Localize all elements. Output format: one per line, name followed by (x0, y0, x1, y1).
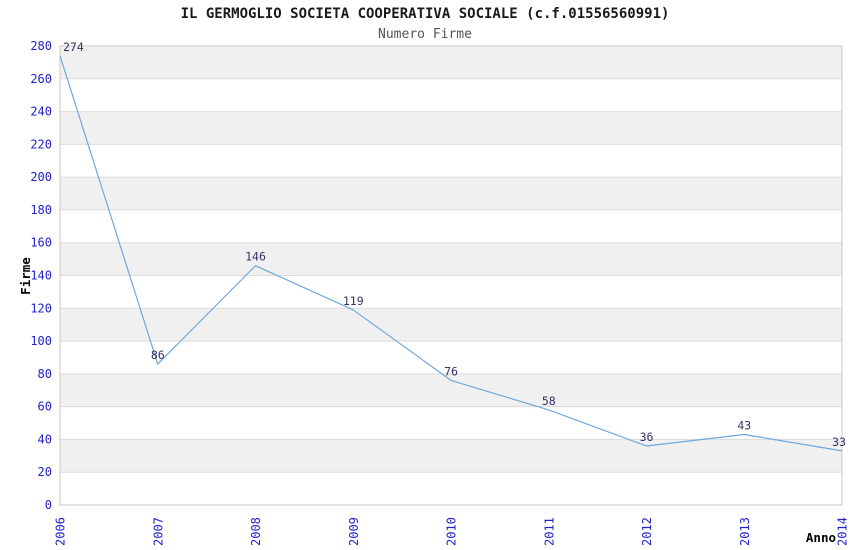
y-tick-label: 40 (38, 432, 52, 446)
chart-title: IL GERMOGLIO SOCIETA COOPERATIVA SOCIALE… (180, 6, 670, 22)
data-point-label: 33 (832, 435, 846, 449)
plot-band (60, 439, 842, 473)
x-tick-label: 2012 (640, 517, 654, 546)
y-tick-label: 140 (30, 269, 52, 283)
plot-band (60, 373, 842, 407)
chart-subtitle: Numero Firme (378, 27, 472, 42)
plot-band (60, 111, 842, 145)
data-point-label: 274 (63, 40, 84, 54)
plot-band (60, 308, 842, 342)
y-tick-label: 80 (38, 367, 52, 381)
y-tick-label: 0 (45, 498, 52, 512)
x-tick-label: 2008 (249, 517, 263, 546)
x-tick-label: 2010 (445, 517, 459, 546)
data-point-label: 146 (245, 250, 266, 264)
y-tick-label: 260 (30, 72, 52, 86)
data-point-label: 86 (151, 348, 165, 362)
data-point-label: 43 (737, 419, 751, 433)
y-tick-label: 60 (38, 400, 52, 414)
x-tick-label: 2014 (836, 517, 850, 546)
y-tick-label: 220 (30, 137, 52, 151)
plot-band (60, 177, 842, 210)
plot-band (60, 46, 842, 79)
data-point-label: 36 (640, 430, 654, 444)
y-tick-label: 20 (38, 465, 52, 479)
x-tick-label: 2006 (54, 517, 68, 546)
y-tick-label: 200 (30, 170, 52, 184)
y-tick-label: 180 (30, 203, 52, 217)
plot-band (60, 242, 842, 276)
y-tick-label: 280 (30, 39, 52, 53)
data-line (59, 55, 843, 452)
x-tick-label: 2007 (151, 517, 165, 546)
x-tick-label: 2011 (542, 517, 556, 546)
x-axis-title: Anno (806, 530, 836, 545)
y-tick-label: 240 (30, 105, 52, 119)
y-tick-label: 160 (30, 236, 52, 250)
y-tick-label: 120 (30, 301, 52, 315)
plot-border (59, 45, 843, 506)
data-point-label: 76 (444, 364, 458, 378)
x-tick-label: 2013 (738, 517, 752, 546)
data-point-label: 119 (343, 294, 364, 308)
y-axis-title: Firme (18, 257, 33, 295)
x-tick-label: 2009 (347, 517, 361, 546)
data-point-label: 58 (542, 394, 556, 408)
y-tick-label: 100 (30, 334, 52, 348)
